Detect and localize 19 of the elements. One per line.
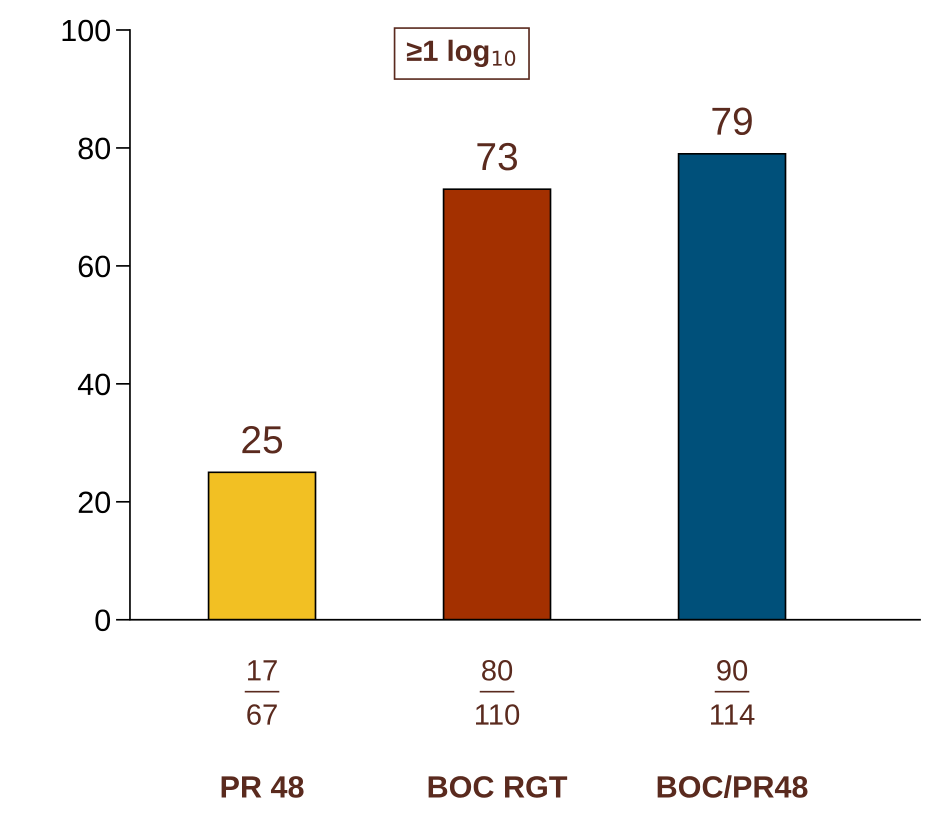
text: 90	[717, 660, 748, 681]
y-tick-label: 0	[95, 609, 110, 632]
text: 114	[711, 704, 754, 725]
y-tick-label: 80	[78, 138, 110, 160]
y-tick-label: 40	[78, 374, 110, 396]
data-label: 79	[712, 108, 752, 136]
annotation: ≥1 log$_{10}$	[406, 40, 516, 68]
x-tick-label: BOC/PR48	[658, 775, 808, 798]
data-label: 25	[242, 426, 282, 454]
text: 80	[482, 660, 512, 681]
text: 110	[476, 704, 520, 725]
y-tick-label: 60	[78, 256, 110, 278]
text: 17	[248, 660, 277, 680]
x-tick-label: BOC RGT	[428, 776, 568, 798]
x-tick-label: PR 48	[222, 776, 304, 798]
text: 67	[247, 704, 277, 725]
y-tick-label: 100	[62, 20, 110, 42]
data-label: 73	[477, 142, 517, 170]
y-tick-label: 20	[78, 492, 110, 514]
